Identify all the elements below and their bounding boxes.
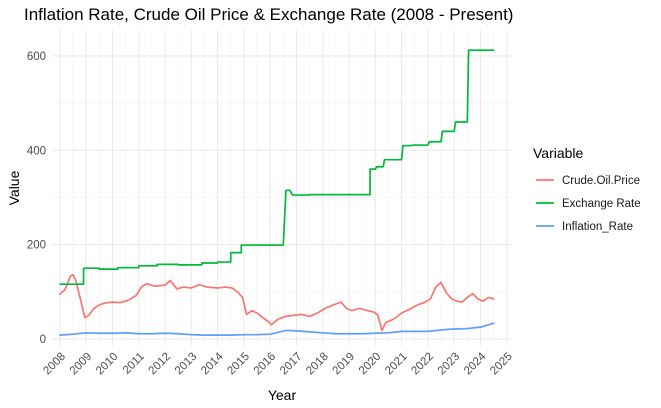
chart-title: Inflation Rate, Crude Oil Price & Exchan… <box>24 5 514 24</box>
x-tick-label: 2020 <box>357 351 384 378</box>
x-tick-label: 2022 <box>409 351 436 378</box>
x-tick-label: 2013 <box>173 351 200 378</box>
x-tick-label: 2009 <box>68 351 95 378</box>
x-tick-label: 2014 <box>199 350 226 377</box>
x-tick-label: 2011 <box>121 351 147 377</box>
x-tick-label: 2016 <box>252 351 279 378</box>
x-tick-label: 2019 <box>331 351 358 378</box>
x-tick-label: 2008 <box>41 351 68 378</box>
x-tick-label: 2024 <box>462 350 489 377</box>
legend: Variable Crude.Oil.Price Exchange Rate Inf… <box>533 145 641 233</box>
series-line-2 <box>59 322 495 336</box>
legend-label: Inflation_Rate <box>562 221 633 233</box>
x-tick-label: 2025 <box>488 351 515 378</box>
y-tick-label: 400 <box>27 145 46 157</box>
y-tick-label: 600 <box>27 51 46 63</box>
series-line-0 <box>59 273 495 332</box>
x-tick-label: 2021 <box>383 351 410 378</box>
legend-items: Crude.Oil.Price Exchange Rate Inflation_Ra… <box>536 175 641 233</box>
x-tick-label: 2017 <box>278 351 305 378</box>
series-line-1 <box>59 49 495 286</box>
y-axis-title: Value <box>6 170 22 205</box>
x-axis-title: Year <box>268 387 297 403</box>
y-axis-ticks: 0 200 400 600 <box>27 51 46 346</box>
legend-label: Crude.Oil.Price <box>562 175 640 187</box>
plot-panel <box>52 30 512 346</box>
y-tick-label: 0 <box>40 334 46 346</box>
minor-gridlines <box>52 30 512 346</box>
legend-title: Variable <box>533 145 584 161</box>
major-gridlines <box>52 30 512 346</box>
legend-label: Exchange Rate <box>562 198 641 210</box>
x-tick-label: 2012 <box>147 351 174 378</box>
x-tick-label: 2023 <box>436 351 463 378</box>
x-tick-label: 2015 <box>225 351 252 378</box>
x-tick-label: 2010 <box>94 351 121 378</box>
x-axis-ticks: 2008 2009 2010 2011 2012 2013 2014 2015 2016 2017… <box>41 350 514 377</box>
series-lines <box>59 49 495 336</box>
x-tick-label: 2018 <box>304 351 331 378</box>
y-tick-label: 200 <box>27 240 46 252</box>
